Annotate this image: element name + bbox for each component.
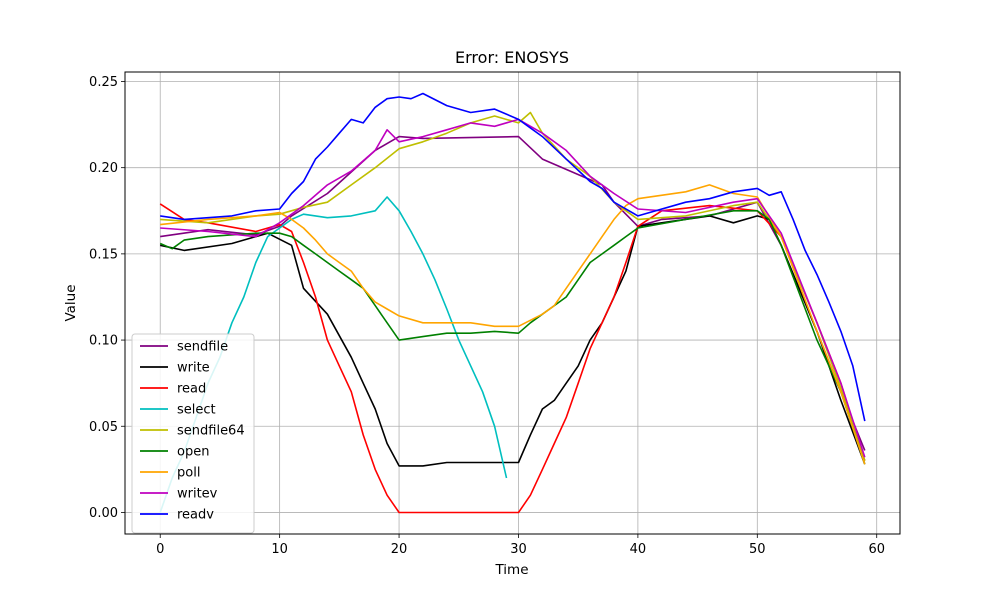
x-tick-label: 30	[510, 542, 527, 557]
plot-frame	[124, 71, 901, 535]
series-line-write	[160, 215, 866, 467]
y-tick-label: 0.05	[89, 420, 118, 435]
x-tick-label: 0	[156, 542, 164, 557]
y-tick-label: 0.15	[89, 247, 118, 262]
legend-label-open: open	[177, 445, 209, 460]
legend-label-sendfile: sendfile	[177, 340, 228, 355]
legend-label-writev: writev	[177, 487, 218, 502]
legend-label-sendfile64: sendfile64	[177, 424, 245, 439]
chart-title: Error: ENOSYS	[455, 48, 569, 67]
y-tick-label: 0.25	[89, 75, 118, 90]
series-lines	[159, 92, 866, 514]
series-line-read	[159, 203, 866, 514]
y-tick-label: 0.00	[89, 506, 118, 521]
series-line-readv	[160, 92, 866, 422]
y-axis-ticks: 0.00 0.05 0.10 0.15 0.20 0.25	[89, 75, 125, 521]
legend-label-write: write	[177, 361, 210, 376]
series-line-sendfile64	[160, 111, 866, 461]
legend-label-poll: poll	[177, 466, 200, 481]
x-tick-label: 20	[391, 542, 408, 557]
x-tick-label: 10	[271, 542, 288, 557]
series-line-open	[159, 210, 866, 465]
x-tick-label: 60	[868, 542, 885, 557]
legend-label-read: read	[177, 382, 206, 397]
series-line-writev	[160, 118, 866, 458]
y-axis-label: Value	[63, 284, 79, 321]
legend: sendfile write read select sendfile64 open pol…	[131, 333, 255, 534]
series-line-poll	[160, 184, 866, 465]
legend-box	[131, 333, 255, 534]
x-axis-label: Time	[494, 562, 528, 578]
legend-label-select: select	[177, 403, 216, 418]
y-tick-label: 0.10	[89, 334, 118, 349]
legend-label-readv: readv	[177, 508, 214, 523]
x-tick-label: 40	[630, 542, 647, 557]
y-tick-label: 0.20	[89, 161, 118, 176]
series-line-sendfile	[160, 135, 866, 451]
x-axis-ticks: 0 10 20 30 40 50 60	[156, 534, 885, 557]
x-tick-label: 50	[749, 542, 766, 557]
